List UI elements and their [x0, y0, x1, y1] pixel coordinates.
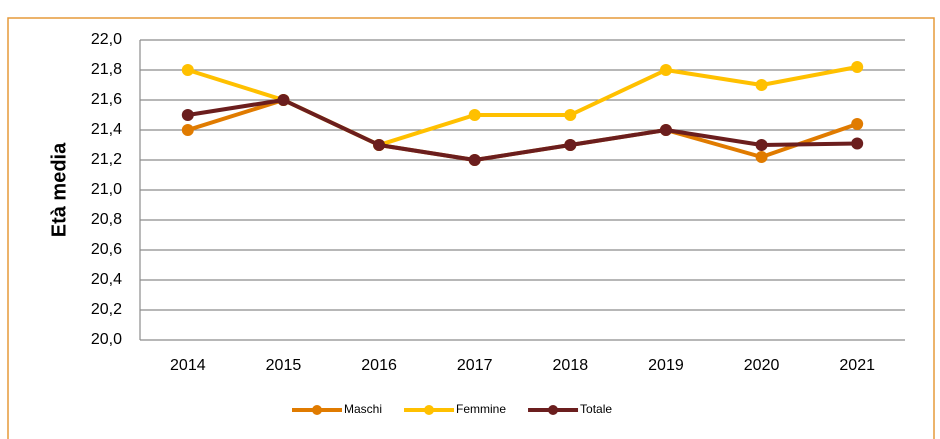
series-marker: [755, 139, 768, 151]
y-tick-label: 20,4: [91, 271, 122, 288]
series-marker: [564, 109, 577, 121]
y-tick-label: 20,8: [91, 211, 122, 228]
series-marker: [659, 124, 672, 136]
y-tick-label: 20,2: [91, 301, 122, 318]
chart-frame: [7, 17, 935, 439]
x-tick-label: 2015: [266, 357, 302, 374]
y-tick-label: 20,0: [91, 331, 122, 348]
x-tick-label: 2021: [839, 357, 875, 374]
series-marker: [468, 109, 481, 121]
y-tick-label: 21,6: [91, 91, 122, 108]
series-marker: [277, 94, 290, 106]
legend-marker: [548, 405, 559, 415]
x-tick-label: 2018: [553, 357, 589, 374]
series-marker: [851, 61, 864, 73]
series-line: [187, 98, 858, 162]
series-marker: [659, 64, 672, 76]
series-marker: [564, 139, 577, 151]
series-marker: [468, 154, 481, 166]
series-marker: [755, 151, 768, 163]
y-tick-label: 21,4: [91, 121, 122, 138]
y-tick-label: 21,0: [91, 181, 122, 198]
series-marker: [181, 109, 194, 121]
x-tick-label: 2019: [648, 357, 684, 374]
series-marker: [851, 118, 864, 130]
y-tick-label: 21,8: [91, 61, 122, 78]
legend-marker: [424, 405, 435, 415]
x-tick-label: 2016: [361, 357, 397, 374]
series-marker: [755, 79, 768, 91]
series-marker: [181, 64, 194, 76]
series-marker: [181, 124, 194, 136]
y-tick-label: 21,2: [91, 151, 122, 168]
legend-label: Totale: [580, 402, 612, 416]
legend-marker: [312, 405, 322, 415]
y-axis-label: Età media: [48, 142, 70, 237]
legend-label: Femmine: [456, 402, 506, 416]
y-tick-label: 22,0: [91, 31, 122, 48]
x-tick-label: 2017: [457, 357, 493, 374]
legend-label: Maschi: [344, 402, 382, 416]
x-tick-label: 2014: [170, 357, 206, 374]
series-marker: [851, 137, 864, 150]
series-marker: [373, 139, 386, 151]
y-tick-label: 20,6: [91, 241, 122, 258]
x-tick-label: 2020: [744, 357, 780, 374]
